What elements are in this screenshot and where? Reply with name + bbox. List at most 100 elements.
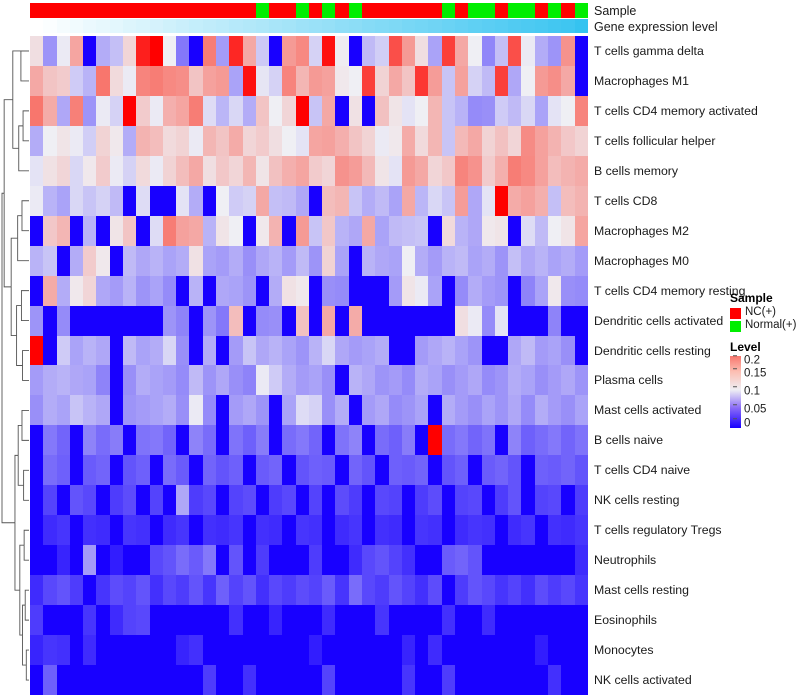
gene-expression-annotation-cell [468,19,482,33]
heatmap-cell [269,65,283,96]
heatmap-cell [534,305,548,336]
heatmap-cell [282,515,296,546]
heatmap-cell [229,65,243,96]
heatmap-cell [295,665,309,695]
heatmap-cell [176,65,190,96]
heatmap-cell [215,185,230,216]
sample-annotation-cell [255,3,270,18]
heatmap-cell [96,515,110,546]
heatmap-cell [282,485,296,516]
gene-expression-annotation-cell [149,19,163,33]
row-label: T cells CD8 [594,193,658,208]
heatmap-cell [242,425,256,456]
heatmap-cell [242,305,256,336]
heatmap-cell [534,365,548,396]
heatmap-cell [455,95,469,126]
heatmap-cell [96,395,110,426]
heatmap-cell [215,395,230,426]
dendrogram-branch [17,306,22,336]
dendrogram-branch [23,635,27,665]
heatmap-cell [189,635,203,666]
heatmap-cell [83,545,97,576]
heatmap-cell [441,95,455,126]
heatmap-cell [574,395,588,426]
heatmap-cell [362,215,376,246]
heatmap-cell [322,395,336,426]
legend-item-label: NC(+) [745,306,776,319]
heatmap-cell [30,665,44,695]
heatmap-cell [162,545,177,576]
heatmap-cell [109,155,123,186]
dendrogram-branch [4,193,11,287]
gene-expression-annotation-cell [242,19,256,33]
heatmap-cell [508,485,522,516]
row-label: T cells CD4 naive [594,463,691,478]
heatmap-cell [428,635,442,666]
heatmap-cell [362,455,376,486]
heatmap-cell [468,425,482,456]
heatmap-cell [295,605,309,636]
heatmap-cell [282,665,296,695]
heatmap-cell [348,605,363,636]
heatmap-cell [455,36,469,66]
heatmap-cell [561,245,575,276]
heatmap-cell [335,515,349,546]
heatmap-cell [401,425,416,456]
heatmap-cell [189,545,203,576]
heatmap-cell [375,125,389,156]
heatmap-cell [547,185,562,216]
heatmap-cell [547,245,562,276]
dendrogram-branch [22,410,29,425]
heatmap-cell [455,635,469,666]
heatmap-cell [162,575,177,606]
heatmap-cell [521,65,535,96]
heatmap-cell [362,245,376,276]
heatmap-cell [441,65,455,96]
sample-annotation-cell [242,3,256,18]
heatmap-cell [176,515,190,546]
heatmap-cell [441,155,455,186]
heatmap-cell [189,515,203,546]
heatmap-cell [401,275,416,306]
heatmap-cell [83,36,97,66]
heatmap-cell [574,125,588,156]
heatmap-cell [242,36,256,66]
heatmap-cell [428,425,442,456]
heatmap-cell [401,485,416,516]
sample-annotation-cell [176,3,190,18]
heatmap-cell [308,425,323,456]
heatmap-cell [295,515,309,546]
heatmap-cell [455,395,469,426]
heatmap-cell [547,515,562,546]
heatmap-cell [455,605,469,636]
dendrogram-branch [23,126,29,141]
heatmap-cell [375,65,389,96]
heatmap-cell [282,455,296,486]
heatmap-cell [481,455,495,486]
sample-annotation-cell [388,3,402,18]
heatmap-cell [308,65,323,96]
heatmap-cell [468,455,482,486]
dendrogram-branch [26,665,29,680]
colorbar-tick-label: 0.2 [733,355,760,367]
heatmap-cell [189,95,203,126]
heatmap-cell [322,185,336,216]
heatmap-cell [202,605,216,636]
heatmap-cell [401,635,416,666]
heatmap-cell [388,95,402,126]
heatmap-cell [149,665,163,695]
gene-expression-annotation-cell [215,19,230,33]
heatmap-cell [162,65,177,96]
heatmap-row [30,95,588,126]
heatmap-cell [362,36,376,66]
heatmap-cell [415,185,429,216]
heatmap-cell [109,335,123,366]
heatmap-cell [308,365,323,396]
heatmap-cell [574,425,588,456]
heatmap-cell [269,125,283,156]
heatmap-cell [43,245,57,276]
heatmap-cell [242,95,256,126]
heatmap-cell [136,485,150,516]
heatmap-cell [574,155,588,186]
sample-annotation-cell [322,3,336,18]
